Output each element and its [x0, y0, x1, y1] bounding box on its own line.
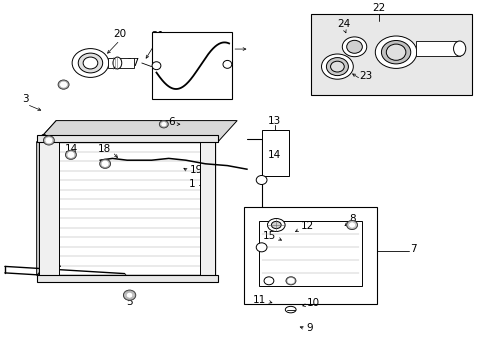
Text: 3: 3	[22, 94, 29, 104]
Ellipse shape	[330, 61, 344, 72]
Ellipse shape	[386, 44, 405, 60]
Text: 11: 11	[253, 294, 266, 305]
Text: 14: 14	[267, 150, 281, 160]
Text: 9: 9	[305, 323, 312, 333]
Bar	[261, 130, 288, 176]
Text: 17: 17	[127, 58, 140, 68]
Ellipse shape	[113, 57, 122, 69]
Text: 8: 8	[349, 214, 356, 224]
Text: 21: 21	[151, 31, 164, 41]
Bar	[107, 58, 134, 68]
Bar	[310, 14, 471, 95]
Bar	[37, 275, 217, 282]
Circle shape	[267, 219, 285, 231]
Text: 4: 4	[43, 254, 50, 264]
Text: 1: 1	[188, 179, 195, 189]
Ellipse shape	[346, 40, 362, 53]
Ellipse shape	[58, 80, 69, 89]
Ellipse shape	[321, 54, 352, 79]
Ellipse shape	[65, 150, 76, 159]
Text: 16: 16	[156, 69, 169, 79]
Bar	[37, 135, 217, 142]
Text: 6: 6	[167, 117, 174, 127]
Ellipse shape	[342, 37, 366, 57]
Ellipse shape	[72, 49, 108, 77]
Ellipse shape	[43, 136, 54, 145]
Text: 23: 23	[359, 71, 372, 81]
Ellipse shape	[452, 41, 465, 56]
Text: 2: 2	[41, 134, 47, 144]
Text: 14: 14	[65, 144, 79, 154]
Ellipse shape	[152, 62, 161, 70]
Bar	[415, 41, 459, 56]
Bar	[39, 142, 59, 275]
Ellipse shape	[100, 159, 110, 168]
Bar	[200, 142, 215, 275]
Ellipse shape	[83, 57, 98, 69]
Text: 5: 5	[126, 297, 133, 307]
Ellipse shape	[256, 176, 266, 185]
Bar	[259, 221, 361, 286]
Text: 19: 19	[189, 165, 203, 175]
Ellipse shape	[123, 290, 136, 300]
Text: 24: 24	[337, 19, 350, 30]
Ellipse shape	[346, 220, 357, 230]
Polygon shape	[37, 121, 237, 142]
Bar	[39, 142, 215, 275]
Ellipse shape	[264, 277, 273, 285]
Ellipse shape	[78, 53, 102, 73]
Bar	[244, 207, 376, 304]
Ellipse shape	[223, 60, 231, 68]
Text: 7: 7	[409, 244, 416, 255]
Text: 13: 13	[267, 116, 281, 126]
Ellipse shape	[381, 40, 410, 64]
Ellipse shape	[285, 306, 296, 313]
Text: 20: 20	[113, 29, 126, 39]
Ellipse shape	[375, 36, 416, 68]
Text: 15: 15	[263, 231, 276, 241]
Text: 22: 22	[371, 3, 385, 13]
Ellipse shape	[159, 121, 168, 128]
Text: 12: 12	[300, 221, 313, 231]
Ellipse shape	[256, 243, 266, 252]
Text: 10: 10	[306, 298, 320, 308]
Bar	[151, 32, 232, 99]
Ellipse shape	[285, 277, 295, 285]
Polygon shape	[37, 121, 56, 275]
Ellipse shape	[326, 58, 347, 76]
Text: 18: 18	[98, 144, 111, 154]
Circle shape	[271, 221, 281, 229]
